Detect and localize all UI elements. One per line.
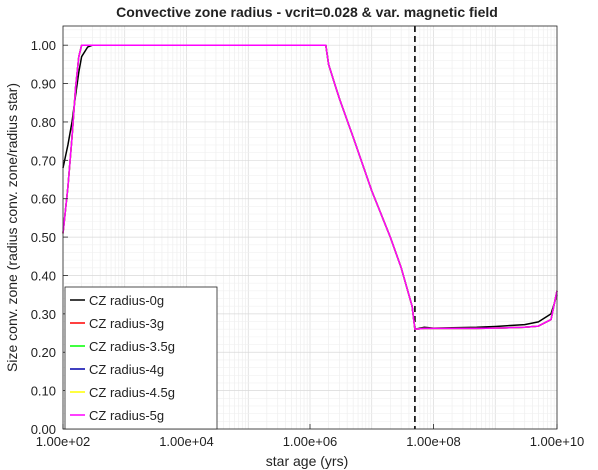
y-tick-label: 0.90 bbox=[31, 77, 56, 92]
legend-box bbox=[64, 286, 218, 430]
x-tick-label: 1.00e+02 bbox=[36, 434, 91, 449]
series-line-5 bbox=[62, 44, 558, 330]
legend: CZ radius-0g CZ radius-3g CZ radius-3.5g CZ… bbox=[64, 286, 218, 430]
legend-label-2: CZ radius-3.5g bbox=[89, 339, 175, 354]
y-tick-label: 0.10 bbox=[31, 384, 56, 399]
y-tick-label: 0.00 bbox=[31, 422, 56, 437]
legend-label-3: CZ radius-4g bbox=[89, 362, 164, 377]
y-tick-label: 0.40 bbox=[31, 268, 56, 283]
y-tick-label: 0.60 bbox=[31, 192, 56, 207]
legend-label-0: CZ radius-0g bbox=[89, 293, 164, 308]
plot-frame bbox=[62, 25, 558, 430]
y-tick-label: 1.00 bbox=[31, 38, 56, 53]
legend-label-5: CZ radius-5g bbox=[89, 408, 164, 423]
chart-title: Convective zone radius - vcrit=0.028 & v… bbox=[116, 4, 498, 20]
grid-layer bbox=[62, 26, 557, 430]
y-tick-label: 0.70 bbox=[31, 153, 56, 168]
legend-label-1: CZ radius-3g bbox=[89, 316, 164, 331]
y-axis-label: Size conv. zone (radius conv. zone/radiu… bbox=[4, 83, 20, 372]
x-tick-label: 1.00e+10 bbox=[530, 434, 585, 449]
x-tick-label: 1.00e+04 bbox=[159, 434, 214, 449]
x-tick-label: 1.00e+06 bbox=[283, 434, 338, 449]
y-tick-label: 0.30 bbox=[31, 307, 56, 322]
x-axis-label: star age (yrs) bbox=[266, 453, 348, 469]
x-tick-label: 1.00e+08 bbox=[406, 434, 461, 449]
y-tick-label: 0.50 bbox=[31, 230, 56, 245]
y-tick-label: 0.80 bbox=[31, 115, 56, 130]
series-layer bbox=[62, 44, 558, 330]
tick-layer: 1.00e+02 1.00e+04 1.00e+06 1.00e+08 1.00e+10… bbox=[31, 38, 585, 449]
legend-label-4: CZ radius-4.5g bbox=[89, 385, 175, 400]
y-tick-label: 0.20 bbox=[31, 345, 56, 360]
